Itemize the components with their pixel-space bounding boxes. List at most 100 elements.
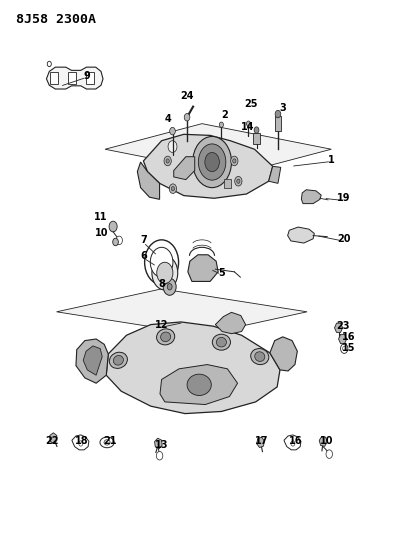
- Polygon shape: [335, 323, 343, 333]
- Polygon shape: [76, 339, 108, 383]
- Polygon shape: [46, 67, 103, 89]
- Circle shape: [233, 159, 236, 163]
- Ellipse shape: [100, 437, 114, 448]
- Circle shape: [109, 221, 117, 232]
- Circle shape: [341, 344, 348, 353]
- Polygon shape: [188, 255, 218, 281]
- Circle shape: [246, 121, 250, 126]
- Circle shape: [237, 179, 240, 183]
- Circle shape: [291, 441, 295, 446]
- Text: 12: 12: [155, 320, 168, 330]
- Polygon shape: [319, 437, 327, 446]
- Circle shape: [254, 127, 259, 133]
- Polygon shape: [339, 334, 347, 344]
- Circle shape: [235, 176, 242, 186]
- Ellipse shape: [251, 349, 269, 365]
- Circle shape: [168, 141, 177, 152]
- Polygon shape: [288, 227, 314, 243]
- Text: 2: 2: [221, 110, 227, 120]
- Polygon shape: [174, 157, 195, 180]
- Polygon shape: [137, 162, 160, 199]
- Circle shape: [205, 152, 219, 172]
- Circle shape: [167, 284, 172, 290]
- Text: 10: 10: [320, 437, 333, 446]
- Polygon shape: [257, 437, 265, 448]
- Ellipse shape: [157, 329, 175, 345]
- Text: 8J58 2300A: 8J58 2300A: [16, 13, 96, 26]
- Circle shape: [231, 156, 238, 166]
- Circle shape: [326, 450, 332, 458]
- Text: 13: 13: [155, 440, 168, 450]
- Text: 1: 1: [328, 155, 335, 165]
- Circle shape: [79, 441, 83, 446]
- Circle shape: [47, 61, 51, 67]
- Circle shape: [275, 110, 281, 118]
- Circle shape: [184, 114, 190, 121]
- Text: 17: 17: [255, 437, 269, 446]
- Circle shape: [170, 127, 175, 135]
- Text: 3: 3: [280, 103, 286, 112]
- Text: 24: 24: [180, 91, 194, 101]
- Circle shape: [166, 159, 169, 163]
- Text: 14: 14: [241, 122, 255, 132]
- Text: 10: 10: [95, 228, 109, 238]
- Ellipse shape: [114, 356, 123, 365]
- Circle shape: [169, 184, 177, 193]
- Polygon shape: [301, 190, 321, 204]
- Polygon shape: [269, 166, 281, 183]
- Circle shape: [164, 156, 171, 166]
- Circle shape: [198, 144, 226, 180]
- Text: 6: 6: [140, 251, 147, 261]
- Polygon shape: [50, 433, 57, 443]
- Circle shape: [116, 236, 122, 245]
- Bar: [253, 133, 260, 144]
- Polygon shape: [143, 134, 273, 198]
- Text: 15: 15: [341, 343, 355, 352]
- Circle shape: [343, 346, 346, 351]
- Text: 7: 7: [140, 235, 147, 245]
- Text: 23: 23: [336, 321, 349, 331]
- Circle shape: [163, 278, 176, 295]
- Polygon shape: [284, 435, 301, 450]
- Ellipse shape: [109, 352, 127, 368]
- Ellipse shape: [187, 374, 211, 395]
- Text: 18: 18: [75, 437, 88, 446]
- Polygon shape: [50, 72, 58, 84]
- Ellipse shape: [255, 352, 265, 361]
- Text: 16: 16: [289, 437, 303, 446]
- Circle shape: [193, 136, 231, 188]
- Ellipse shape: [213, 334, 231, 350]
- Polygon shape: [72, 435, 89, 450]
- Polygon shape: [86, 72, 94, 84]
- Text: 22: 22: [45, 437, 59, 446]
- Text: 21: 21: [103, 437, 117, 446]
- Ellipse shape: [217, 337, 227, 347]
- Text: 20: 20: [337, 234, 351, 244]
- Ellipse shape: [161, 332, 170, 342]
- Polygon shape: [155, 438, 162, 449]
- Bar: [275, 116, 281, 131]
- Circle shape: [171, 187, 175, 191]
- Polygon shape: [57, 289, 307, 335]
- Text: 5: 5: [218, 268, 225, 278]
- Ellipse shape: [104, 440, 110, 445]
- Polygon shape: [270, 337, 297, 371]
- Text: 9: 9: [84, 71, 90, 80]
- Text: 16: 16: [341, 332, 355, 342]
- Polygon shape: [215, 312, 246, 334]
- Polygon shape: [68, 72, 76, 84]
- Circle shape: [145, 240, 179, 285]
- Text: 11: 11: [93, 213, 107, 222]
- Text: 4: 4: [164, 115, 171, 124]
- Circle shape: [157, 262, 173, 284]
- Polygon shape: [83, 346, 102, 375]
- Text: 8: 8: [158, 279, 165, 288]
- Circle shape: [156, 451, 163, 460]
- Polygon shape: [160, 365, 238, 405]
- Circle shape: [150, 247, 173, 277]
- Text: 25: 25: [244, 100, 258, 109]
- Circle shape: [113, 238, 118, 246]
- Polygon shape: [106, 322, 280, 414]
- Circle shape: [219, 122, 223, 127]
- Text: 19: 19: [337, 193, 350, 203]
